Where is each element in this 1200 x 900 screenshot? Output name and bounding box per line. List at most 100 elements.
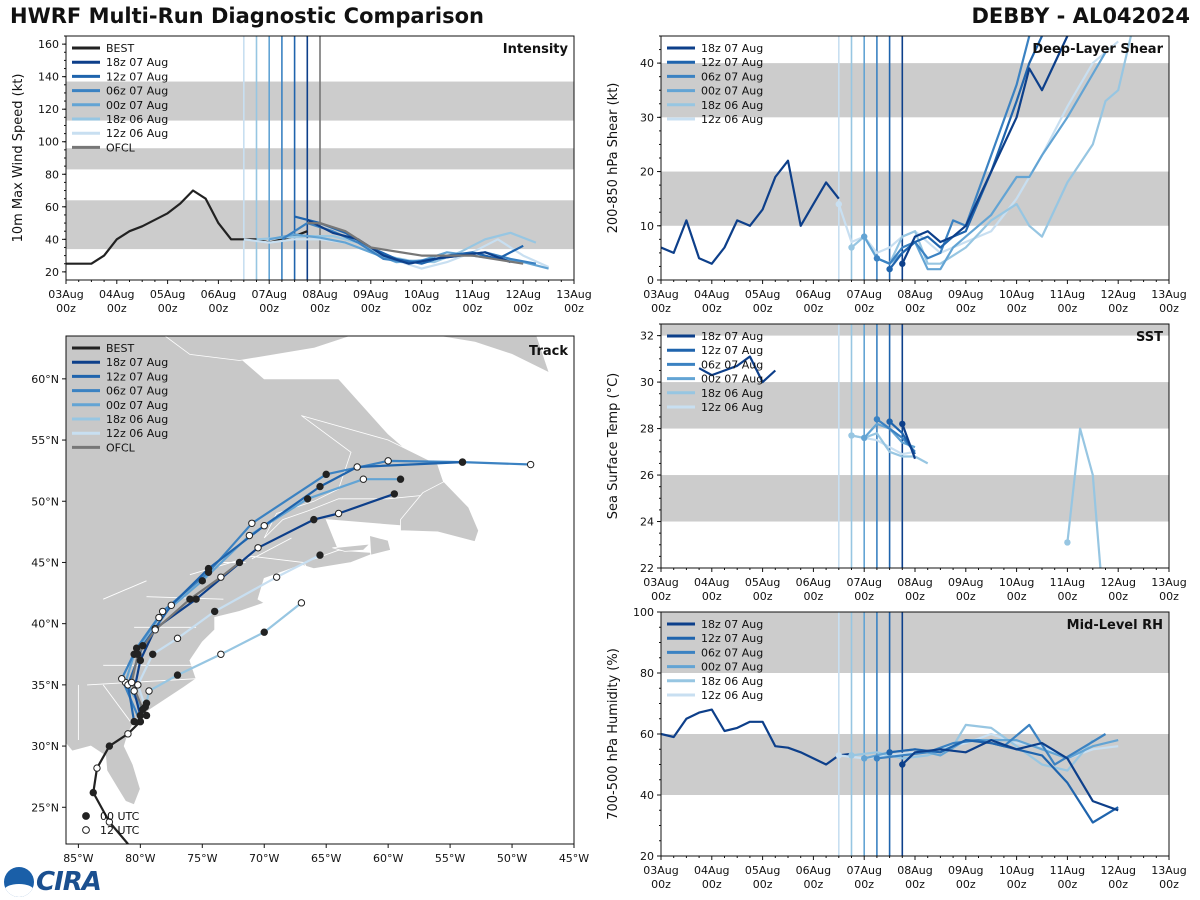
- intensity-xtick-label2-8: 00z: [463, 302, 483, 315]
- track-marker-5-4: [204, 564, 213, 573]
- shear-xtick-label-4: 07Aug: [846, 288, 881, 301]
- rh-legend-label-4: 18z 06 Aug: [701, 675, 763, 688]
- sst-xtick-label2-1: 00z: [702, 590, 722, 603]
- sst-xtick-label-5: 08Aug: [897, 576, 932, 589]
- sst-init-marker-2: [848, 432, 855, 439]
- rh-xtick-label2-4: 00z: [854, 878, 874, 891]
- rh-xtick-label2-3: 00z: [804, 878, 824, 891]
- shear-title: Deep-Layer Shear: [1032, 42, 1163, 57]
- track-marker-4-6: [322, 470, 330, 479]
- storm-title: DEBBY - AL042024: [971, 4, 1191, 28]
- sst-xtick-label-2: 05Aug: [745, 576, 780, 589]
- intensity-xtick-label2-10: 00z: [564, 302, 584, 315]
- track-marker-6-8: [390, 490, 399, 498]
- track-marker-1-1: [145, 687, 153, 695]
- sst-ytick-label-2: 26: [640, 469, 654, 482]
- shear-legend-label-0: 18z 07 Aug: [701, 42, 763, 55]
- intensity-ytick-label-6: 140: [38, 71, 59, 84]
- sst-ytick-label-3: 28: [640, 423, 654, 436]
- sst-init-marker-6: [886, 418, 893, 425]
- sst-ytick-label-0: 22: [640, 562, 654, 575]
- track-title: Track: [529, 344, 568, 359]
- track-ytick-label-3: 40°N: [31, 618, 59, 631]
- intensity-xtick-label2-3: 00z: [209, 302, 229, 315]
- sst-series-0: [698, 355, 777, 384]
- shear-series-3: [863, 51, 1107, 271]
- track-legend-label-7: OFCL: [106, 441, 136, 454]
- shear-init-marker-3: [861, 233, 868, 240]
- rh-legend-label-1: 12z 07 Aug: [701, 632, 763, 645]
- noaa-seal-icon: [4, 867, 34, 897]
- track-marker-1-4: [260, 628, 268, 636]
- track-ytick-label-5: 50°N: [31, 495, 59, 508]
- rh-xtick-label-1: 04Aug: [694, 864, 729, 877]
- track-marker-7-5: [217, 573, 225, 581]
- track-marker-4-1: [118, 675, 126, 683]
- sst-xtick-label2-5: 00z: [905, 590, 925, 603]
- track-marker-6-6: [310, 515, 318, 524]
- shear-xtick-label-3: 06Aug: [796, 288, 831, 301]
- border-line-2: [102, 684, 131, 722]
- track-marker-0-5: [124, 730, 132, 738]
- track-marker-3-0: [142, 711, 151, 720]
- track-marker-7-2: [134, 650, 142, 658]
- track-marker-0-3: [93, 764, 101, 772]
- track-ytick-label-1: 30°N: [31, 740, 59, 753]
- rh-band-0: [661, 734, 1169, 795]
- shear-init-marker-2: [848, 244, 855, 251]
- rh-ytick-label-1: 40: [640, 789, 654, 802]
- shear-legend-label-3: 00z 07 Aug: [701, 85, 763, 98]
- shear-xtick-label-2: 05Aug: [745, 288, 780, 301]
- track-marker-0-4: [105, 742, 114, 750]
- intensity-xtick-label-0: 03Aug: [48, 288, 83, 301]
- track-panel: 85°W 80°W 75°W 70°W 65°W 60°W 55°W 50°W 45°W 25°N…: [31, 335, 589, 865]
- sst-ytick-label-5: 32: [640, 330, 654, 343]
- land-mass-1: [263, 415, 445, 539]
- intensity-legend-label-3: 06z 07 Aug: [106, 85, 168, 98]
- intensity-xtick-label-7: 10Aug: [404, 288, 439, 301]
- sst-legend-label-1: 12z 07 Aug: [701, 344, 763, 357]
- shear-ytick-label-2: 20: [640, 166, 654, 179]
- sst-xtick-label2-3: 00z: [804, 590, 824, 603]
- track-legend-label-6: 12z 06 Aug: [106, 427, 168, 440]
- intensity-legend-label-0: BEST: [106, 42, 134, 55]
- track-marker-legend-symbol-1: [82, 826, 90, 834]
- intensity-ytick-label-7: 160: [38, 38, 59, 51]
- track-marker-4-2: [132, 644, 141, 652]
- track-legend-label-5: 18z 06 Aug: [106, 413, 168, 426]
- rh-legend-label-2: 06z 07 Aug: [701, 646, 763, 659]
- shear-xtick-label-9: 12Aug: [1100, 288, 1135, 301]
- track-marker-4-9: [526, 460, 535, 469]
- shear-xtick-label-8: 11Aug: [1050, 288, 1085, 301]
- logo-text: CIRA: [36, 867, 102, 897]
- sst-title: SST: [1136, 330, 1163, 345]
- rh-xtick-label-0: 03Aug: [643, 864, 678, 877]
- sst-legend-label-0: 18z 07 Aug: [701, 330, 763, 343]
- shear-legend-label-4: 18z 06 Aug: [701, 99, 763, 112]
- sst-init-marker-5: [873, 416, 881, 423]
- shear-legend-label-2: 06z 07 Aug: [701, 70, 763, 83]
- shear-ytick-label-0: 0: [647, 274, 654, 287]
- intensity-ytick-label-5: 120: [38, 103, 59, 116]
- border-line-7: [251, 537, 292, 560]
- track-legend-label-3: 06z 07 Aug: [106, 385, 168, 398]
- shear-xtick-label-1: 04Aug: [694, 288, 729, 301]
- track-marker-4-0: [136, 717, 145, 726]
- rh-ytick-label-2: 60: [640, 728, 654, 741]
- sst-plot-area: [661, 324, 1169, 568]
- shear-series-0: [661, 159, 840, 265]
- rh-band-1: [661, 612, 1169, 673]
- border-line-10: [103, 580, 147, 600]
- shear-legend-label-5: 12z 06 Aug: [701, 113, 763, 126]
- rh-xtick-label-9: 12Aug: [1100, 864, 1135, 877]
- sst-ylabel: Sea Surface Temp (°C): [606, 373, 621, 520]
- rh-series-0: [661, 708, 852, 766]
- intensity-xtick-label2-4: 00z: [259, 302, 279, 315]
- shear-panel: 01020304003Aug00z04Aug00z05Aug00z06Aug00…: [606, 35, 1187, 315]
- rh-xtick-label-3: 06Aug: [796, 864, 831, 877]
- intensity-xtick-label-1: 04Aug: [99, 288, 134, 301]
- rh-xtick-label-10: 13Aug: [1151, 864, 1186, 877]
- shear-xtick-label2-6: 00z: [956, 302, 976, 315]
- track-frame: [65, 335, 575, 845]
